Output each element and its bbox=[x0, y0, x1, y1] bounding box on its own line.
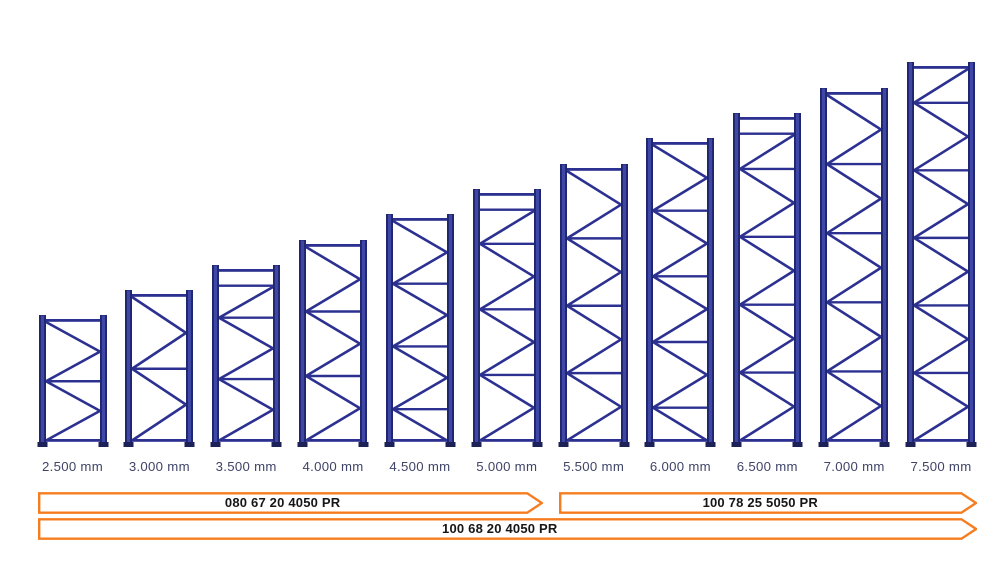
rack-frame-4500 bbox=[384, 214, 456, 447]
product-code-arrow-2 bbox=[37, 518, 977, 540]
height-label-7500: 7.500 mm bbox=[910, 459, 972, 474]
height-label-2500: 2.500 mm bbox=[41, 459, 104, 474]
rack-frame-5000 bbox=[471, 189, 543, 447]
product-code-label-1: 100 78 25 5050 PR bbox=[702, 494, 818, 510]
height-label-4000: 4.000 mm bbox=[302, 459, 364, 474]
product-code-label-2: 100 68 20 4050 PR bbox=[442, 521, 558, 536]
height-label-6500: 6.500 mm bbox=[736, 459, 798, 474]
height-label-7000: 7.000 mm bbox=[823, 459, 885, 474]
rack-frame-7000 bbox=[818, 88, 890, 447]
rack-frame-7500 bbox=[905, 62, 977, 447]
height-label-5000: 5.000 mm bbox=[476, 459, 538, 474]
height-label-6000: 6.000 mm bbox=[649, 459, 711, 474]
product-code-arrow-0 bbox=[37, 491, 543, 514]
product-code-label-0: 080 67 20 4050 PR bbox=[224, 494, 341, 510]
height-label-3000: 3.000 mm bbox=[128, 459, 190, 474]
rack-frame-5500 bbox=[558, 164, 630, 447]
rack-frame-4000 bbox=[297, 240, 369, 447]
height-label-4500: 4.500 mm bbox=[389, 459, 451, 474]
height-label-3500: 3.500 mm bbox=[215, 459, 277, 474]
height-label-5500: 5.500 mm bbox=[563, 459, 625, 474]
rack-frame-3000 bbox=[123, 290, 195, 447]
rack-frame-6500 bbox=[731, 113, 803, 447]
rack-frame-3500 bbox=[210, 265, 282, 447]
product-code-arrow-1 bbox=[558, 491, 977, 514]
rack-frame-2500 bbox=[37, 315, 109, 447]
rack-frame-6000 bbox=[644, 138, 716, 447]
